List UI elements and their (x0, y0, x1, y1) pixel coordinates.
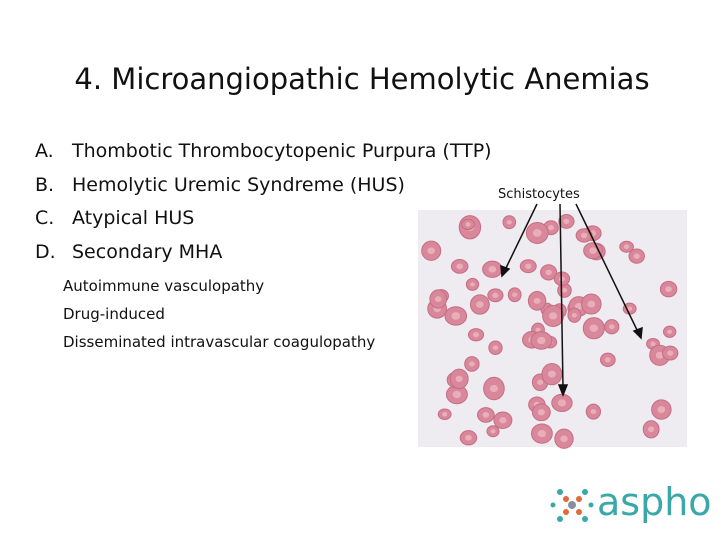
item-text: Secondary MHA (72, 240, 223, 263)
cell-center (580, 232, 588, 239)
cell-center (590, 409, 597, 415)
cell-center (512, 292, 518, 298)
cell-center (647, 426, 655, 433)
cell-center (488, 265, 497, 273)
cell-center (667, 329, 673, 334)
cell-center (535, 327, 541, 333)
cell-center (525, 263, 532, 270)
cell-center (537, 379, 544, 385)
blood-smear (418, 210, 687, 447)
cell-center (499, 417, 507, 424)
title: 4. Microangiopathic Hemolytic Anemias (74, 62, 650, 96)
cell-center (547, 370, 556, 378)
item-marker: D. (35, 240, 56, 263)
cell-center (650, 341, 656, 347)
cell-center (492, 345, 499, 351)
cell-center (561, 287, 568, 293)
cell-center (657, 406, 666, 413)
cell-center (557, 399, 567, 407)
cell-center (506, 219, 512, 225)
cell-center (532, 229, 542, 237)
cell-center (434, 296, 442, 302)
arrows (500, 203, 643, 398)
cell-center (482, 412, 490, 418)
cell-center (633, 253, 640, 259)
subitem: Disseminated intravascular coagulopathy (63, 333, 376, 351)
cell-center (623, 244, 630, 250)
cell-center (492, 292, 499, 299)
cell-center (667, 350, 674, 356)
cell-center (489, 384, 499, 393)
item-marker: A. (35, 140, 54, 162)
cell-center (587, 300, 596, 308)
item-marker: C. (35, 207, 55, 229)
cell-center (571, 312, 577, 318)
cell-center (455, 375, 463, 383)
cell-center (490, 429, 496, 434)
cell-center (548, 312, 558, 320)
cell-center (470, 282, 475, 287)
cell-center (456, 263, 463, 270)
cell-center (537, 336, 546, 345)
cell-center (465, 434, 472, 441)
logo-dots (550, 489, 594, 522)
cell-center (655, 351, 664, 359)
cell-center (451, 312, 461, 320)
cell-center (589, 324, 599, 332)
cell-center (604, 357, 611, 363)
cell-center (465, 222, 471, 227)
cell-center (537, 409, 545, 416)
cell-center (452, 390, 462, 399)
cell-center (537, 429, 547, 438)
cell-center (589, 247, 597, 254)
cell-center (473, 332, 480, 338)
item-text: Atypical HUS (72, 207, 195, 229)
subitem: Autoimmune vasculopathy (63, 277, 265, 295)
cell-center (476, 301, 484, 308)
cell-center (560, 435, 568, 442)
logo: aspho (597, 480, 712, 524)
cell-center (563, 218, 570, 225)
image-label: Schistocytes (498, 187, 580, 202)
cell-center (548, 225, 554, 231)
cell-center (665, 286, 672, 292)
cell-center (533, 297, 541, 304)
subitem: Drug-induced (63, 305, 165, 323)
cell-center (545, 269, 552, 276)
cells (421, 214, 679, 449)
cell-center (442, 411, 448, 417)
item-text: Hemolytic Uremic Syndreme (HUS) (72, 173, 405, 196)
cell-center (427, 247, 436, 255)
cell-center (469, 361, 475, 367)
item-marker: B. (35, 173, 55, 196)
item-text: Thombotic Thrombocytopenic Purpura (TTP) (72, 140, 492, 162)
cell-center (627, 306, 633, 311)
cell-center (574, 302, 583, 310)
cell-center (608, 324, 615, 330)
